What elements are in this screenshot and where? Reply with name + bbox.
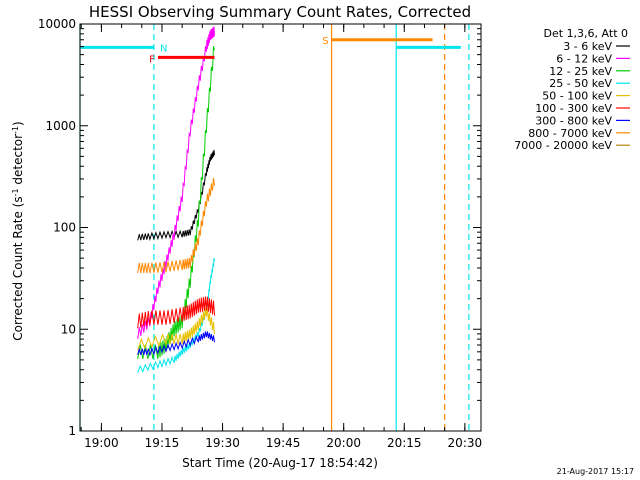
series-line-100-300-kev xyxy=(137,296,215,329)
x-tick-label: 19:45 xyxy=(266,436,301,450)
y-tick-label: 100 xyxy=(53,221,76,235)
flag-bars: NF S xyxy=(80,36,461,65)
y-tick-label: 10000 xyxy=(38,17,76,31)
x-tick-label: 20:15 xyxy=(387,436,422,450)
x-tick-label: 19:00 xyxy=(84,436,119,450)
x-tick-label: 19:30 xyxy=(205,436,240,450)
legend-label: 6 - 12 keV xyxy=(556,52,612,65)
y-ticks: 1 10 100 1000 10000 xyxy=(38,17,481,438)
series-line-6-12-kev xyxy=(137,26,215,340)
y-tick-label: 1 xyxy=(68,424,76,438)
legend-label: 100 - 300 keV xyxy=(535,102,612,115)
series-line-800-7000-kev xyxy=(137,177,215,274)
x-ticks: 19:00 19:15 19:30 19:45 20:00 20:15 20:30 xyxy=(80,24,483,450)
ylabel-part: ) xyxy=(11,121,25,126)
legend-label: 800 - 7000 keV xyxy=(528,127,612,140)
x-tick-label: 19:15 xyxy=(145,436,180,450)
x-axis-label: Start Time (20-Aug-17 18:54:42) xyxy=(182,456,378,470)
x-tick-label: 20:00 xyxy=(326,436,361,450)
chart-title: HESSI Observing Summary Count Rates, Cor… xyxy=(89,3,471,21)
timestamp: 21-Aug-2017 15:17 xyxy=(557,467,634,476)
legend-label: 7000 - 20000 keV xyxy=(514,139,612,152)
ylabel-superscript: -1 xyxy=(11,126,20,134)
ylabel-superscript: -1 xyxy=(11,188,20,196)
legend-title: Det 1,3,6, Att 0 xyxy=(544,27,628,40)
series-line-50-100-kev xyxy=(137,307,215,351)
x-tick-label: 20:30 xyxy=(448,436,483,450)
flag-label-f: F xyxy=(149,54,155,65)
y-axis-label-text: Corrected Count Rate (s-1 detector-1) xyxy=(11,121,26,340)
legend-label: 3 - 6 keV xyxy=(563,40,612,53)
flag-label-n: N xyxy=(160,43,167,54)
ylabel-part: Corrected Count Rate (s xyxy=(11,196,25,340)
series-line-3-6-kev xyxy=(137,149,215,242)
series-line-300-800-kev xyxy=(137,331,215,357)
series-lines xyxy=(137,26,215,373)
legend-label: 25 - 50 keV xyxy=(549,77,612,90)
legend-label: 12 - 25 keV xyxy=(549,65,612,78)
y-tick-label: 10 xyxy=(61,322,76,336)
y-axis-label: Corrected Count Rate (s-1 detector-1) xyxy=(11,121,26,340)
legend-label: 50 - 100 keV xyxy=(542,90,612,103)
series-line-25-50-kev xyxy=(137,257,215,373)
ylabel-part: detector xyxy=(11,134,25,189)
y-tick-label: 1000 xyxy=(45,119,76,133)
flag-label-s: S xyxy=(322,36,328,47)
legend-label: 300 - 800 keV xyxy=(535,114,612,127)
